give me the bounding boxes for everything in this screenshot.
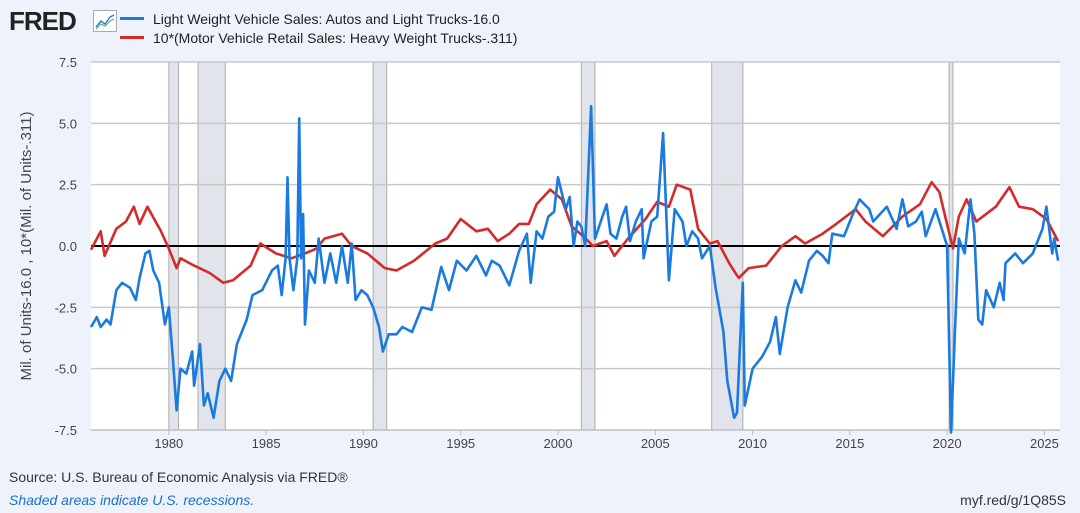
- fred-logo[interactable]: FRED: [9, 6, 77, 36]
- y-tick-label: 0.0: [59, 239, 77, 254]
- x-axis-ticks: 1980 1985 1990 1995 2000 2005 2010 2015 2020 2025: [154, 430, 1059, 451]
- y-axis-ticks: 7.5 5.0 2.5 0.0 -2.5 -5.0 -7.5: [55, 55, 77, 438]
- x-tick-label: 2025: [1030, 436, 1059, 451]
- line-chart-icon: [93, 10, 117, 32]
- legend-item-light-weight[interactable]: Light Weight Vehicle Sales: Autos and Li…: [120, 9, 517, 28]
- x-tick-label: 2010: [738, 436, 767, 451]
- series-line-light-weight-vehicles: [89, 104, 1060, 434]
- x-tick-label: 1990: [349, 436, 378, 451]
- y-tick-label: -5.0: [55, 362, 77, 377]
- x-tick-label: 1980: [154, 436, 183, 451]
- series-lines: [89, 104, 1060, 434]
- y-tick-label: -2.5: [55, 300, 77, 315]
- x-tick-label: 2020: [933, 436, 962, 451]
- legend-swatch-blue: [120, 17, 144, 20]
- x-tick-label: 1995: [446, 436, 475, 451]
- x-tick-label: 1985: [252, 436, 281, 451]
- x-tick-label: 2000: [544, 436, 573, 451]
- y-tick-label: 7.5: [59, 55, 77, 70]
- legend-label: 10*(Motor Vehicle Retail Sales: Heavy We…: [153, 29, 518, 46]
- y-tick-label: -7.5: [55, 423, 77, 438]
- recession-note[interactable]: Shaded areas indicate U.S. recessions.: [9, 492, 255, 508]
- y-axis-title: Mil. of Units-16.0 , 10*(Mil. of Units-.…: [18, 112, 35, 381]
- legend: Light Weight Vehicle Sales: Autos and Li…: [120, 9, 517, 47]
- legend-item-heavy-weight[interactable]: 10*(Motor Vehicle Retail Sales: Heavy We…: [120, 28, 517, 47]
- gridlines: [91, 61, 1060, 431]
- x-tick-label: 2015: [835, 436, 864, 451]
- x-tick-label: 2005: [641, 436, 670, 451]
- legend-swatch-red: [120, 36, 144, 39]
- legend-label: Light Weight Vehicle Sales: Autos and Li…: [153, 10, 500, 27]
- short-link[interactable]: myf.red/g/1Q85S: [960, 492, 1066, 508]
- y-tick-label: 5.0: [59, 116, 77, 131]
- source-note: Source: U.S. Bureau of Economic Analysis…: [9, 469, 348, 485]
- y-tick-label: 2.5: [59, 178, 77, 193]
